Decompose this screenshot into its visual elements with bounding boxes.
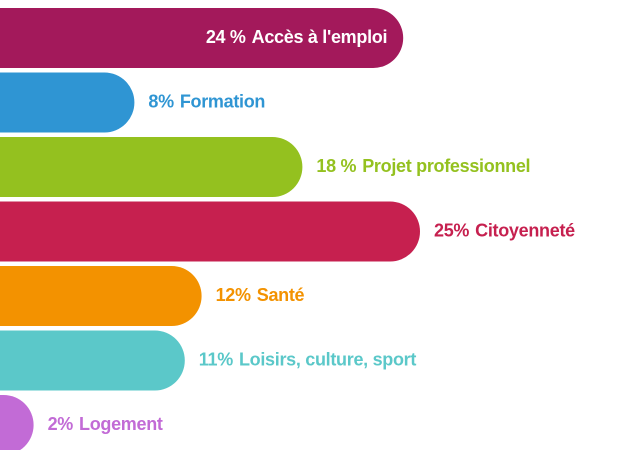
bar xyxy=(0,201,421,262)
category-label: Projet professionnel xyxy=(362,156,530,176)
value-label: 11% xyxy=(199,349,233,369)
value-label: 24 % xyxy=(206,27,246,47)
value-label: 18 % xyxy=(316,156,356,176)
bar xyxy=(0,137,303,197)
value-label: 12% xyxy=(216,285,251,305)
bar-label: 24 % Accès à l'emploi xyxy=(206,27,387,47)
value-label: 2% xyxy=(48,414,74,434)
category-label: Santé xyxy=(257,285,305,305)
bar-label: 11% Loisirs, culture, sport xyxy=(199,349,417,369)
category-label: Logement xyxy=(79,414,163,434)
bar-label: 18 % Projet professionnel xyxy=(316,156,530,176)
category-label: Loisirs, culture, sport xyxy=(239,349,416,369)
bar xyxy=(0,72,135,133)
category-label: Formation xyxy=(180,91,265,111)
bar xyxy=(0,395,34,450)
bar xyxy=(0,330,185,391)
value-label: 8% xyxy=(148,91,174,111)
value-label: 25% xyxy=(434,220,469,240)
bar xyxy=(0,266,202,326)
bar-label: 8% Formation xyxy=(148,91,265,111)
category-label: Accès à l'emploi xyxy=(252,27,388,47)
category-label: Citoyenneté xyxy=(475,220,575,240)
bar-label: 2% Logement xyxy=(48,414,163,434)
bar-label: 12% Santé xyxy=(216,285,305,305)
bar xyxy=(0,8,404,68)
bar-label: 25% Citoyenneté xyxy=(434,220,575,240)
